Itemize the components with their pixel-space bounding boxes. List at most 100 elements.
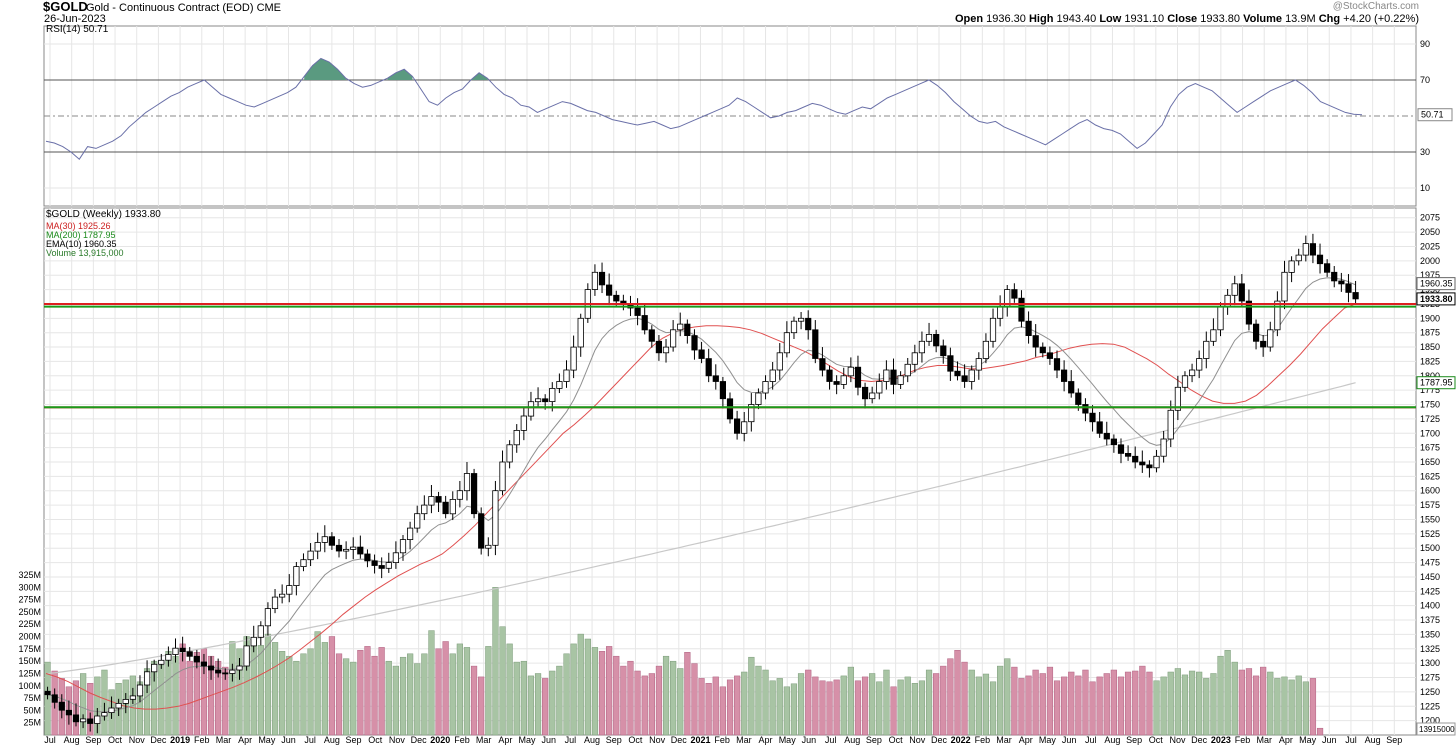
candle-down	[1075, 392, 1082, 405]
candle-up	[236, 665, 243, 671]
candle-up	[421, 504, 428, 515]
volume-bar	[442, 641, 449, 736]
volume-bar	[847, 666, 854, 736]
volume-bar	[997, 665, 1004, 736]
volume-bar	[968, 669, 975, 736]
volume-bar	[335, 653, 343, 736]
candle-down	[862, 386, 869, 400]
candle-up	[847, 366, 854, 377]
volume-bar	[1210, 673, 1217, 736]
ema10-legend-label: EMA(10) 1960.35	[46, 239, 117, 249]
volume-bar	[435, 648, 442, 736]
candle-up	[499, 461, 506, 492]
volume-bar	[1238, 669, 1245, 736]
candle-up	[741, 421, 748, 434]
candle-down	[648, 329, 655, 342]
x-tick-label: Mar	[996, 735, 1012, 745]
volume-bar	[1288, 679, 1295, 736]
candle-down	[698, 349, 705, 359]
chg-value: +4.20 (+0.22%)	[1343, 13, 1419, 25]
x-tick-label: Jul	[1345, 735, 1357, 745]
volume-bar	[1245, 668, 1253, 736]
volume-bar	[613, 655, 620, 736]
candle-down	[1068, 381, 1075, 394]
volume-tick-label: 25M	[23, 718, 41, 728]
candle-up	[94, 715, 101, 724]
candle-up	[520, 415, 527, 431]
volume-bar	[378, 647, 385, 736]
volume-bar	[1089, 681, 1096, 736]
volume-bar	[940, 665, 947, 736]
low-label: Low	[1099, 13, 1122, 25]
rsi-legend: RSI(14) 50.71	[46, 25, 108, 35]
price-tick-label: 1300	[1420, 658, 1440, 668]
rsi-current-box	[1417, 108, 1453, 122]
volume-bar	[1011, 666, 1018, 736]
candle-down	[634, 307, 641, 316]
price-tick-label: 1850	[1420, 342, 1440, 352]
volume-bar	[904, 676, 911, 736]
candle-down	[705, 358, 712, 377]
candle-up	[997, 306, 1004, 319]
volume-bar	[783, 686, 790, 736]
volume-bar	[1217, 655, 1224, 736]
price-tick-label: 2050	[1420, 227, 1440, 237]
price-tick-label: 1600	[1420, 486, 1440, 496]
candle-up	[286, 585, 293, 595]
candle-down	[1338, 280, 1345, 285]
volume-bar	[812, 676, 819, 736]
candle-up	[968, 369, 975, 382]
x-tick-label: Aug	[64, 735, 80, 745]
volume-bar	[407, 653, 414, 736]
price-tick-label: 1250	[1420, 687, 1440, 697]
candle-down	[193, 655, 200, 663]
candle-down	[1260, 340, 1267, 348]
candle-up	[876, 381, 883, 394]
candle-up	[869, 392, 876, 400]
price-tick-label: 1750	[1420, 400, 1440, 410]
price-tick-label: 1400	[1420, 601, 1440, 611]
candle-up	[790, 320, 798, 334]
close-value-label-box	[1416, 292, 1456, 306]
volume-bar	[677, 668, 684, 736]
volume-tick-label: 125M	[18, 668, 41, 678]
candle-up	[748, 404, 755, 423]
volume-bar	[1153, 680, 1160, 736]
volume-bar	[421, 653, 428, 736]
volume-bar	[1004, 658, 1011, 736]
candle-up	[1203, 340, 1210, 359]
volume-tick-label: 50M	[23, 705, 41, 715]
candle-up	[975, 358, 982, 371]
x-tick-label: Jul	[565, 735, 577, 745]
candle-up	[762, 381, 769, 394]
volume-bar	[627, 660, 634, 736]
x-tick-label: Mar	[216, 735, 232, 745]
volume-bar	[485, 646, 492, 736]
volume-legend: Volume 13,915,000	[46, 248, 124, 258]
candle-up	[783, 332, 791, 354]
x-tick-label: May	[1039, 735, 1057, 745]
candle-up	[307, 550, 314, 561]
candle-down	[72, 714, 80, 723]
x-tick-label: 2021	[690, 735, 710, 745]
volume-bar	[534, 673, 542, 736]
candle-down	[215, 669, 222, 674]
x-tick-label: Jun	[1062, 735, 1077, 745]
volume-bar	[975, 676, 982, 736]
volume-bar	[641, 675, 648, 736]
volume-bar	[478, 676, 485, 736]
volume-bar	[343, 658, 350, 736]
volume-bar	[172, 655, 179, 736]
candle-down	[961, 375, 968, 382]
candle-down	[470, 473, 478, 515]
candle-down	[1139, 461, 1146, 466]
volume-bar	[527, 675, 535, 736]
price-tick-label: 1550	[1420, 514, 1440, 524]
volume-bar	[769, 680, 776, 736]
volume-bar	[1224, 650, 1231, 736]
x-tick-label: Aug	[1104, 735, 1120, 745]
volume-bar	[648, 673, 655, 736]
candle-up	[563, 369, 570, 382]
x-tick-label: 2022	[951, 735, 971, 745]
